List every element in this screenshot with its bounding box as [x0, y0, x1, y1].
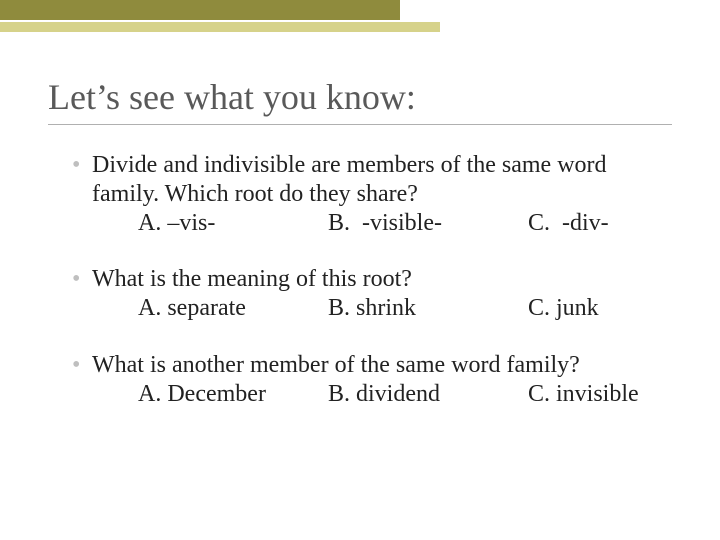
- question-text: What is the meaning of this root?: [92, 265, 672, 294]
- question-text: Divide and indivisible are members of th…: [92, 151, 672, 209]
- options-row: A. –vis- B. -visible- C. -div-: [92, 209, 672, 238]
- option-a: A. –vis-: [138, 209, 328, 238]
- question-text: What is another member of the same word …: [92, 351, 672, 380]
- options-row: A. December B. dividend C. invisible: [92, 380, 672, 409]
- option-c: C. -div-: [528, 209, 609, 238]
- question-item: What is the meaning of this root? A. sep…: [72, 265, 672, 323]
- header-bar-light: [0, 22, 440, 32]
- slide-title: Let’s see what you know:: [48, 76, 672, 125]
- slide-content: Let’s see what you know: Divide and indi…: [0, 36, 720, 409]
- option-a: A. December: [138, 380, 328, 409]
- question-list: Divide and indivisible are members of th…: [48, 151, 672, 409]
- header-bar-dark: [0, 0, 400, 20]
- option-a: A. separate: [138, 294, 328, 323]
- question-item: What is another member of the same word …: [72, 351, 672, 409]
- option-b: B. -visible-: [328, 209, 528, 238]
- header-bar: [0, 0, 720, 36]
- options-row: A. separate B. shrink C. junk: [92, 294, 672, 323]
- option-c: C. junk: [528, 294, 599, 323]
- question-item: Divide and indivisible are members of th…: [72, 151, 672, 237]
- option-b: B. dividend: [328, 380, 528, 409]
- option-c: C. invisible: [528, 380, 639, 409]
- option-b: B. shrink: [328, 294, 528, 323]
